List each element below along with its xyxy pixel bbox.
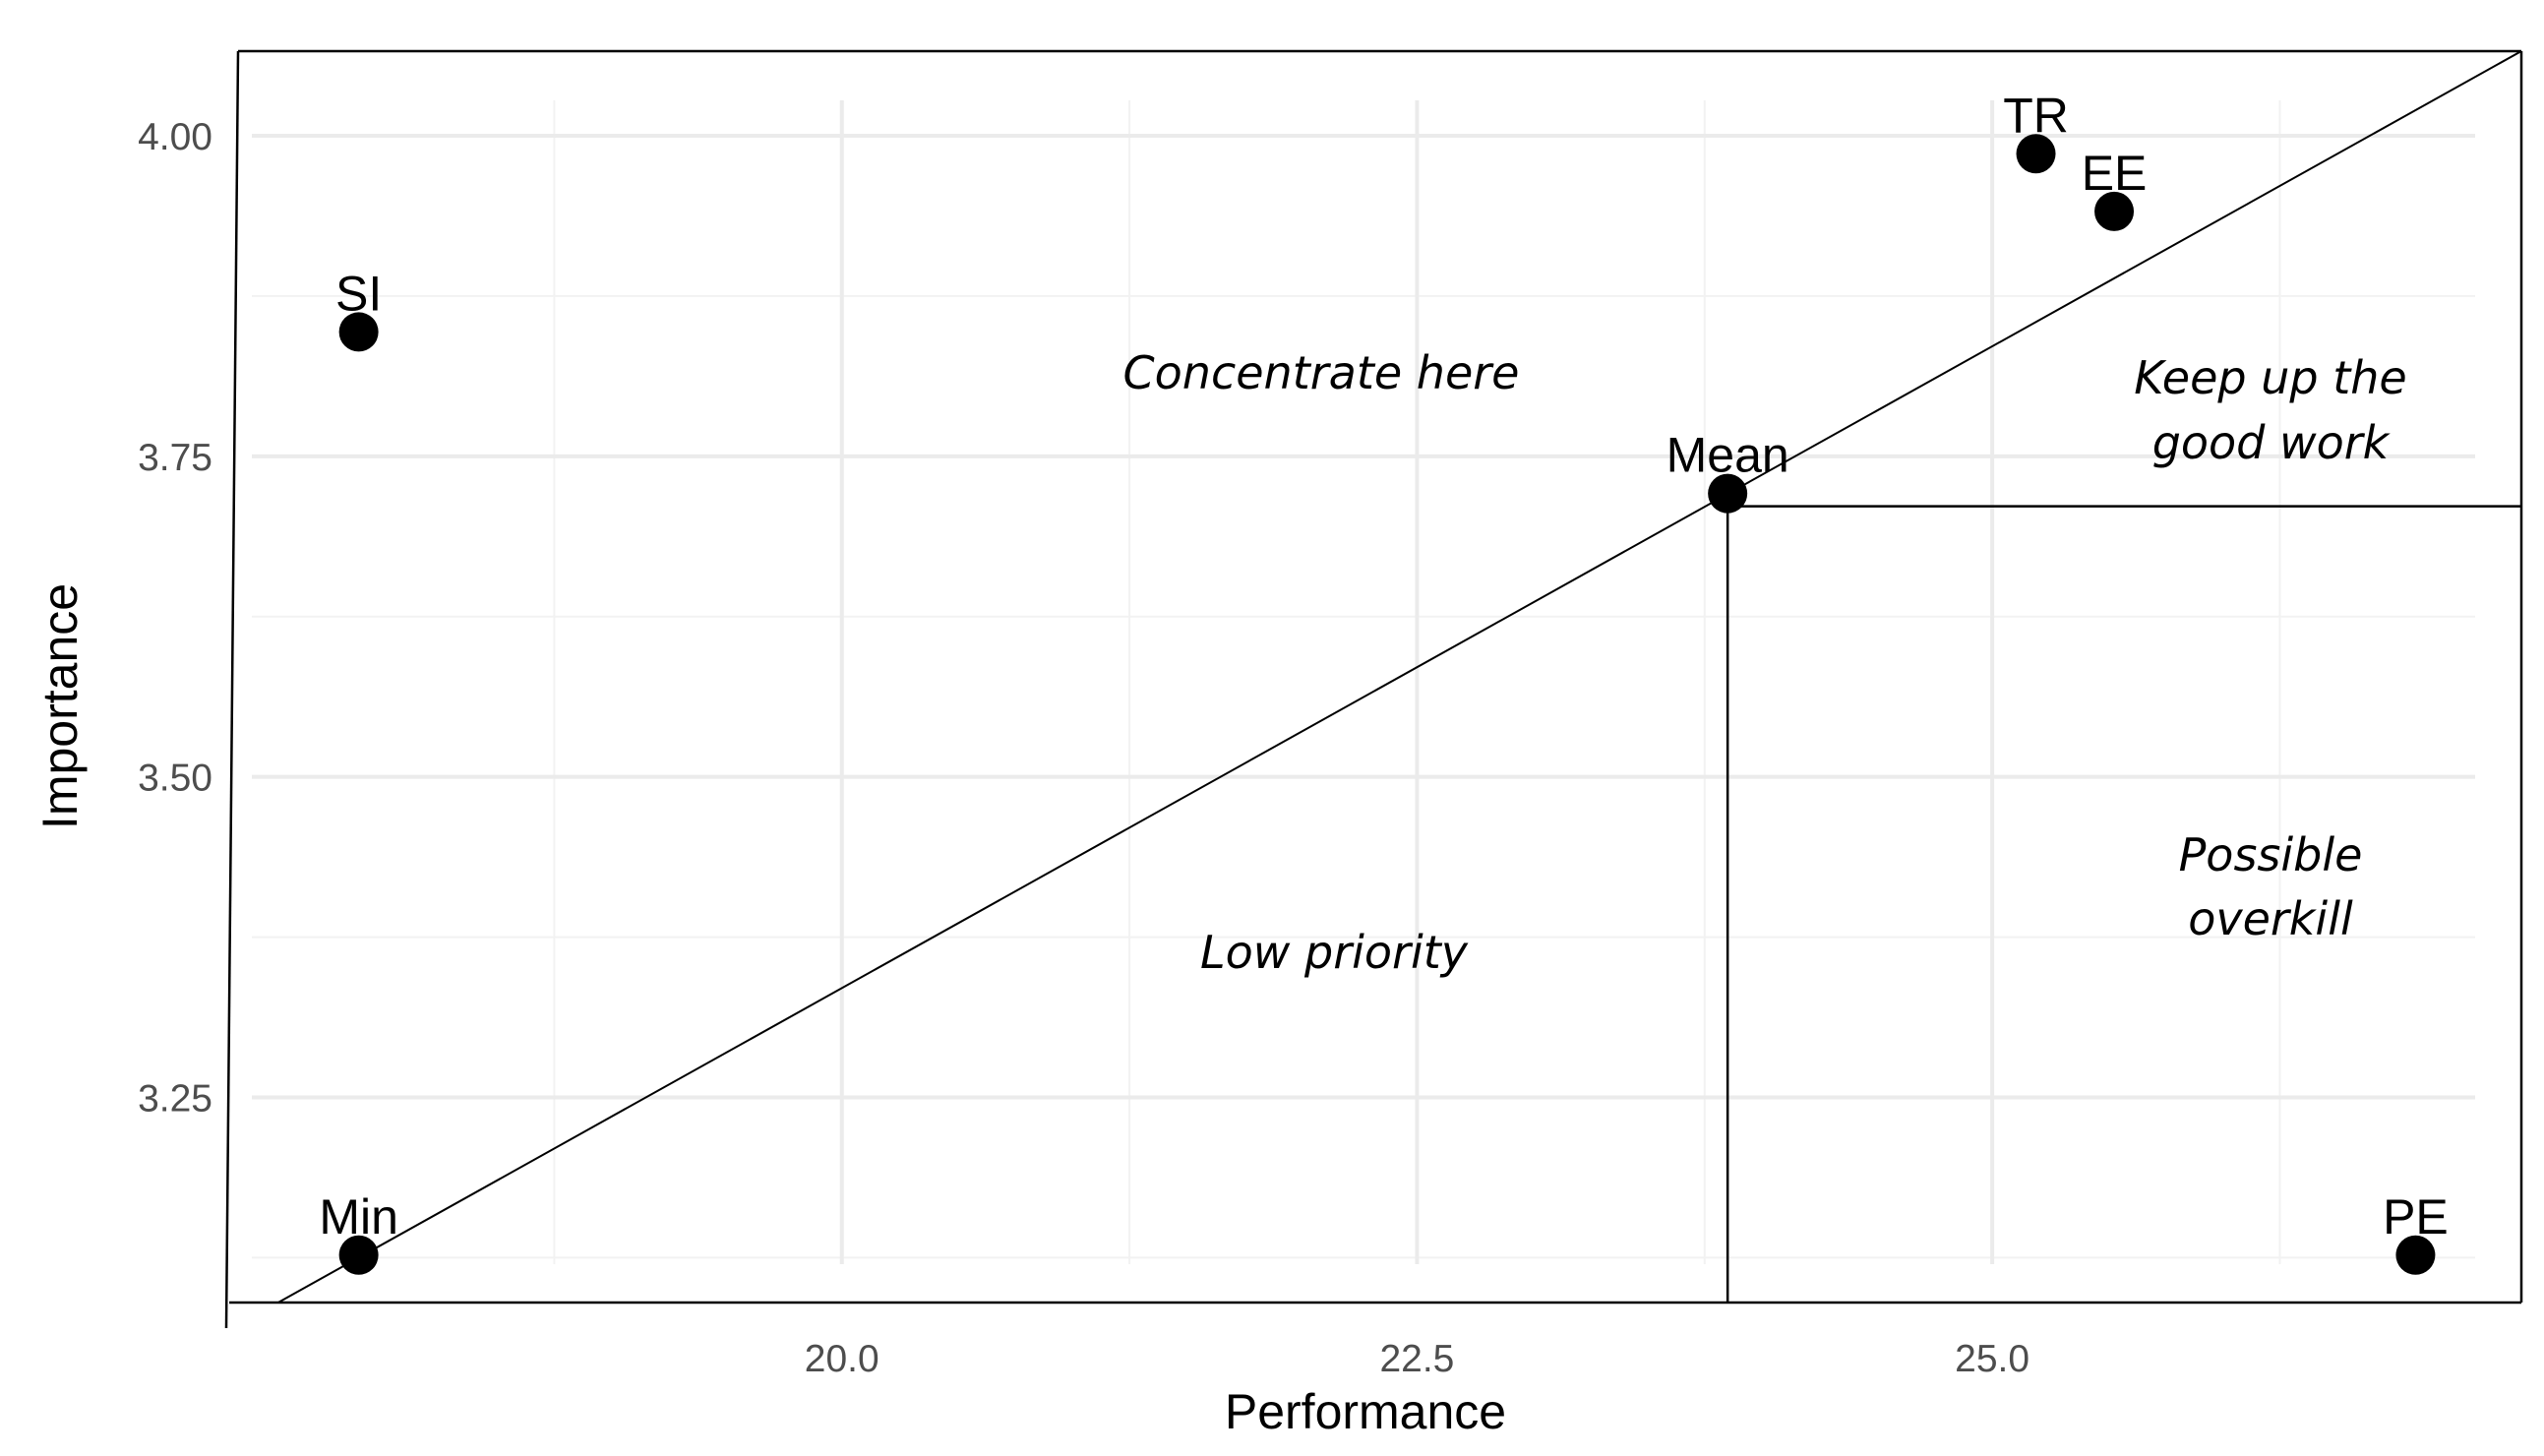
y-tick-label: 3.50 (138, 758, 212, 800)
data-point-label: EE (2082, 146, 2148, 201)
reference-lines (277, 50, 2522, 1304)
y-tick-label: 4.00 (138, 116, 212, 158)
data-point (1708, 473, 1748, 514)
axis-ticks: 20.0 22.5 25.0 3.25 3.50 3.75 4.00 (138, 116, 2029, 1380)
data-point (338, 1235, 379, 1275)
data-point (338, 312, 379, 352)
region-label-overkill-line1: Possible (2179, 828, 2363, 881)
x-tick-label: 25.0 (1955, 1338, 2029, 1380)
plot-frame (224, 49, 2523, 1329)
region-label-overkill-line2: overkill (2188, 892, 2353, 945)
region-label-keep-line2: good work (2152, 416, 2392, 469)
y-axis-title: Importance (32, 583, 88, 829)
diagonal-line (277, 50, 2522, 1304)
grid-minor (252, 100, 2475, 1264)
y-tick-label: 3.75 (138, 437, 212, 479)
grid-major (252, 100, 2475, 1264)
data-point-label: PE (2383, 1189, 2449, 1244)
region-label-low-priority: Low priority (1200, 926, 1469, 979)
data-point (2016, 134, 2056, 174)
data-point (2094, 191, 2135, 231)
data-point-label: Min (319, 1189, 398, 1244)
region-label-concentrate: Concentrate here (1123, 346, 1520, 399)
data-point-label: TR (2003, 88, 2069, 143)
frame-left (224, 50, 240, 1329)
data-point-label: Mean (1666, 428, 1789, 483)
y-tick-label: 3.25 (138, 1077, 212, 1120)
x-tick-label: 20.0 (805, 1338, 879, 1380)
region-label-keep-line1: Keep up the (2134, 351, 2406, 404)
x-tick-label: 22.5 (1379, 1338, 1454, 1380)
data-point-label: SI (335, 266, 382, 321)
x-axis-title: Performance (1225, 1384, 1506, 1439)
data-point (2395, 1235, 2436, 1275)
